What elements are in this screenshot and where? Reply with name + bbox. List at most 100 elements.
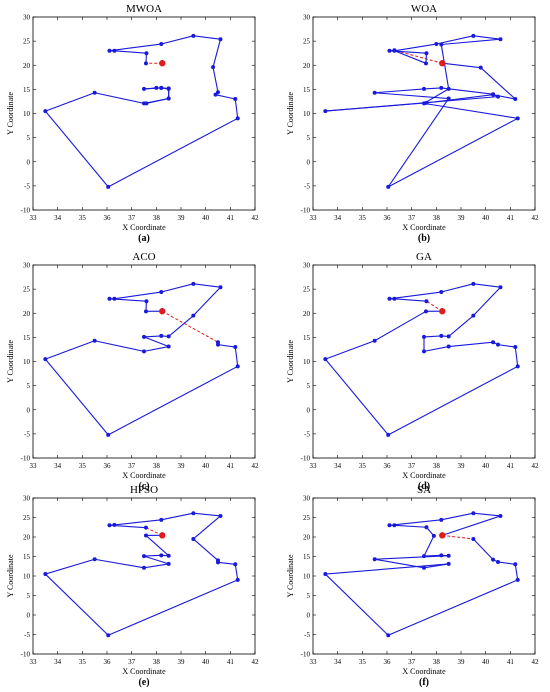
route-edge: [143, 563, 169, 569]
route-edge: [441, 283, 474, 293]
x-tick-label: 33: [310, 214, 318, 222]
y-tick-label: 5: [27, 592, 31, 600]
x-tick-label: 33: [310, 462, 318, 470]
y-tick-label: 30: [303, 495, 311, 503]
route-edge: [45, 340, 95, 360]
city-point: [191, 536, 196, 541]
city-point: [107, 296, 112, 301]
y-tick-label: 30: [303, 262, 311, 270]
city-point: [387, 296, 392, 301]
city-point: [92, 90, 97, 95]
route-edge: [145, 535, 170, 557]
city-point: [446, 334, 451, 339]
route-edge: [389, 519, 442, 526]
city-point: [211, 65, 216, 70]
x-tick-label: 42: [252, 462, 260, 470]
y-tick-label: 0: [307, 158, 311, 166]
route-edge: [193, 35, 221, 40]
x-tick-label: 33: [310, 658, 318, 666]
route-edge: [497, 344, 516, 348]
city-point: [159, 42, 164, 47]
city-point: [216, 560, 220, 565]
x-tick-label: 40: [482, 462, 490, 470]
x-tick-label: 41: [507, 462, 515, 470]
city-point: [166, 561, 171, 566]
x-tick-label: 39: [178, 462, 186, 470]
route-edge: [394, 524, 427, 528]
city-point: [392, 523, 397, 528]
city-point: [498, 513, 503, 518]
route-edge: [423, 335, 442, 338]
city-point: [424, 299, 429, 304]
x-tick-label: 36: [104, 462, 112, 470]
city-point: [513, 562, 518, 567]
route-start-edge: [394, 49, 443, 64]
route-edge: [107, 365, 238, 436]
x-tick-label: 41: [227, 658, 235, 666]
y-axis-label: Y Coordinate: [286, 92, 295, 135]
route-edge: [114, 50, 147, 54]
route-edge: [44, 110, 109, 188]
route-edge: [94, 340, 145, 352]
x-tick-label: 33: [30, 462, 38, 470]
panel-caption: (c): [138, 481, 149, 492]
city-point: [235, 577, 240, 582]
y-tick-label: -5: [24, 631, 30, 639]
start-city-point: [159, 308, 166, 315]
route-edge: [442, 515, 501, 536]
city-point: [423, 309, 428, 314]
route-edge: [217, 561, 236, 565]
x-tick-label: 41: [507, 658, 515, 666]
y-tick-label: 5: [27, 382, 31, 390]
city-point: [92, 557, 97, 562]
x-tick-label: 38: [153, 214, 161, 222]
y-tick-label: 15: [23, 553, 31, 561]
route-edge: [480, 67, 516, 100]
y-tick-label: 10: [23, 358, 31, 366]
city-point: [166, 96, 171, 101]
start-city-point: [159, 532, 166, 539]
chart-title: ACO: [132, 251, 155, 263]
city-point: [233, 97, 238, 102]
y-tick-label: 0: [307, 612, 311, 620]
x-tick-label: 34: [334, 214, 342, 222]
city-point: [387, 523, 392, 528]
y-tick-label: 15: [23, 334, 31, 342]
city-point: [159, 553, 164, 558]
y-tick-label: 30: [23, 14, 31, 22]
x-tick-label: 42: [252, 658, 260, 666]
x-tick-label: 36: [384, 658, 392, 666]
city-point: [43, 572, 48, 577]
city-point: [496, 94, 500, 99]
y-tick-label: 15: [303, 334, 311, 342]
x-tick-label: 40: [202, 658, 210, 666]
y-tick-label: 20: [23, 310, 31, 318]
route-edge: [94, 558, 145, 569]
city-point: [515, 364, 520, 369]
y-axis-label: Y Coordinate: [286, 554, 295, 597]
city-point: [144, 51, 149, 56]
route-edge: [472, 538, 494, 560]
route-edge: [107, 117, 238, 188]
city-point: [446, 86, 451, 91]
x-tick-label: 42: [532, 658, 540, 666]
x-tick-label: 42: [532, 462, 540, 470]
x-tick-label: 39: [458, 462, 466, 470]
route-edge: [325, 340, 375, 360]
city-point: [235, 116, 240, 121]
city-point: [471, 33, 476, 38]
route-edge: [143, 87, 157, 90]
city-point: [323, 109, 328, 114]
route-edge: [442, 62, 481, 69]
city-point: [191, 281, 196, 286]
route-edge: [426, 94, 494, 104]
city-point: [478, 65, 483, 70]
y-tick-label: -5: [304, 631, 310, 639]
y-tick-label: -10: [301, 455, 311, 463]
city-point: [159, 290, 164, 295]
x-tick-label: 42: [532, 214, 540, 222]
city-point: [439, 517, 444, 522]
route-edge: [143, 554, 162, 557]
y-tick-label: -10: [301, 651, 311, 659]
y-tick-label: 15: [303, 86, 311, 94]
